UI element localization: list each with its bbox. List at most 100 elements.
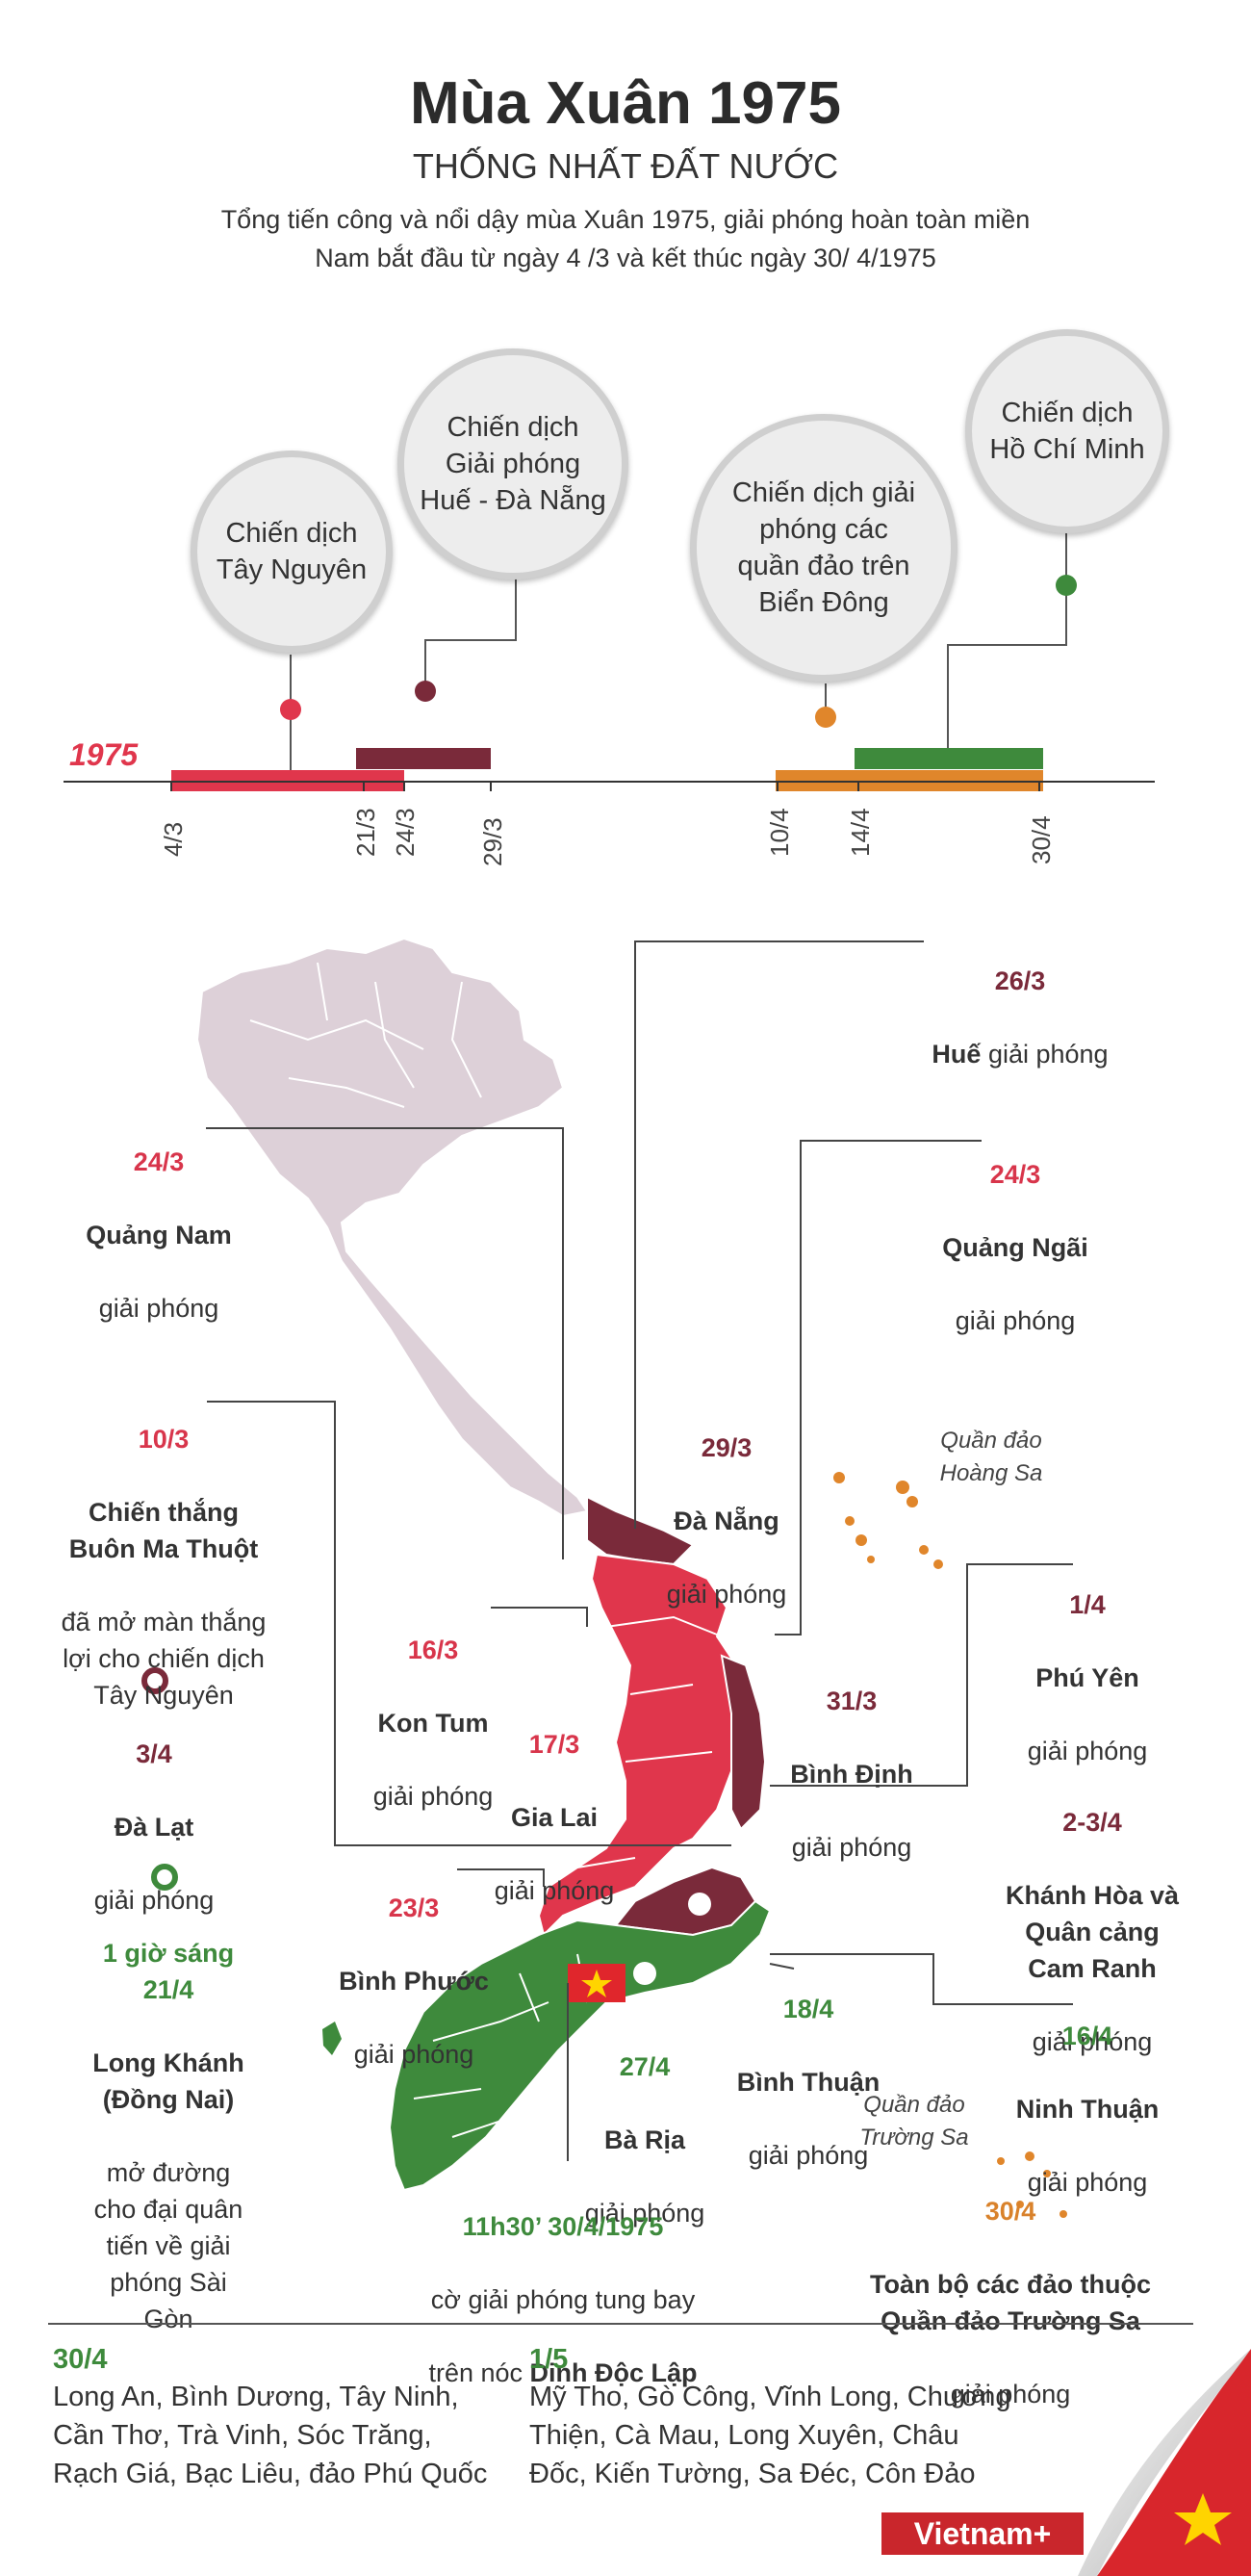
event-quang-ngai: 24/3 Quảng Ngãi giải phóng bbox=[905, 1120, 1126, 1376]
dot-ho-chi-minh bbox=[1056, 575, 1077, 596]
bubble-bien-dong: Chiến dịch giải phóng các quần đảo trên … bbox=[690, 414, 957, 682]
event-date: 11h30’ 30/4/1975 bbox=[462, 2212, 664, 2241]
event-place: Quảng Nam bbox=[86, 1221, 232, 1249]
event-date: 24/3 bbox=[133, 1147, 185, 1176]
event-binh-dinh: 31/3 Bình Định giải phóng bbox=[746, 1646, 957, 1902]
page-title: Mùa Xuân 1975 bbox=[410, 70, 841, 137]
bubble-bien-dong-label: Chiến dịch giải phóng các quần đảo trên … bbox=[731, 477, 916, 618]
event-place: Bà Rịa bbox=[603, 2125, 686, 2154]
dot-bien-dong bbox=[815, 707, 836, 728]
bottom-right-date: 1/5 bbox=[529, 2344, 569, 2375]
bottom-left-list: Long An, Bình Dương, Tây Ninh, Cần Thơ, … bbox=[53, 2382, 488, 2489]
event-hue: 26/3 Huế giải phóng bbox=[914, 926, 1126, 1109]
event-place: Bình Định bbox=[790, 1760, 913, 1789]
event-date: 26/3 bbox=[994, 966, 1046, 995]
timeline-graphic bbox=[64, 529, 1155, 791]
event-status: giải phóng bbox=[584, 2199, 705, 2228]
event-ninh-thuan: 16/4 Ninh Thuận giải phóng bbox=[991, 1981, 1184, 2237]
event-date: 2-3/4 bbox=[1062, 1808, 1122, 1837]
dot-tay-nguyen bbox=[280, 699, 301, 720]
event-date: 27/4 bbox=[619, 2052, 671, 2081]
event-place: Huế bbox=[932, 1040, 982, 1069]
map-south-green bbox=[388, 1899, 772, 2192]
event-binh-thuan: 18/4 Bình Thuận giải phóng bbox=[702, 1954, 914, 2210]
event-date: 10/3 bbox=[138, 1425, 190, 1454]
event-place: Dinh Độc Lập bbox=[529, 2358, 698, 2387]
bubble-tay-nguyen-label: Chiến dịch Tây Nguyên bbox=[216, 518, 368, 585]
hoang-sa-label: Quần đảo Hoàng Sa bbox=[939, 1428, 1043, 1486]
event-status: cờ giải phóng tung bay bbox=[430, 2285, 696, 2314]
event-date: 24/3 bbox=[989, 1160, 1041, 1189]
event-date: 29/3 bbox=[701, 1433, 753, 1462]
map-hoang-sa-islands bbox=[833, 1472, 943, 1569]
event-date: 16/3 bbox=[407, 1636, 459, 1664]
event-kon-tum: 16/3 Kon Tum giải phóng bbox=[327, 1595, 539, 1851]
bottom-divider bbox=[48, 2323, 1193, 2325]
event-binh-phuoc: 23/3 Bình Phước giải phóng bbox=[308, 1853, 520, 2109]
event-place: Long Khánh (Đồng Nai) bbox=[92, 2048, 244, 2114]
event-status: đã mở màn thắng lợi cho chiến dịch Tây N… bbox=[61, 1608, 267, 1710]
event-place: Đà Lạt bbox=[114, 1813, 194, 1842]
event-date: 16/4 bbox=[1061, 2022, 1113, 2050]
map-north-region bbox=[195, 937, 589, 1518]
event-long-khanh: 1 giờ sáng 21/4 Long Khánh (Đồng Nai) mở… bbox=[48, 1898, 289, 2374]
event-place: Gia Lai bbox=[510, 1803, 599, 1832]
event-status: giải phóng bbox=[1032, 2027, 1153, 2056]
bubble-tay-nguyen: Chiến dịch Tây Nguyên bbox=[191, 451, 393, 653]
event-place: Quảng Ngãi bbox=[942, 1233, 1088, 1262]
event-status: giải phóng bbox=[981, 1040, 1109, 1069]
event-date: 3/4 bbox=[136, 1739, 172, 1768]
event-place: Toàn bộ các đảo thuộc Quần đảo Trường Sa bbox=[869, 2270, 1152, 2335]
event-dinh-doc-lap: 11h30’ 30/4/1975 cờ giải phóng tung bay … bbox=[385, 2172, 741, 2428]
dalat-ring-icon bbox=[141, 1667, 168, 1694]
event-status: giải phóng bbox=[748, 2141, 869, 2170]
bottom-right-list: Mỹ Tho, Gò Công, Vĩnh Long, Chương Thiện… bbox=[529, 2382, 1011, 2489]
event-truong-sa: 30/4 Toàn bộ các đảo thuộc Quần đảo Trườ… bbox=[837, 2156, 1184, 2449]
event-place: Bình Phước bbox=[339, 1967, 489, 1996]
event-status: giải phóng bbox=[666, 1580, 787, 1609]
bar-ho-chi-minh bbox=[855, 748, 1043, 769]
event-buon-ma-thuot: 10/3 Chiến thắng Buôn Ma Thuột đã mở màn… bbox=[29, 1384, 298, 1750]
event-date: 1/4 bbox=[1069, 1590, 1106, 1619]
event-da-lat: 3/4 Đà Lạt giải phóng bbox=[58, 1699, 250, 1955]
event-date: 31/3 bbox=[826, 1687, 878, 1715]
bubble-ho-chi-minh: Chiến dịch Hồ Chí Minh bbox=[965, 329, 1169, 533]
event-quang-nam: 24/3 Quảng Nam giải phóng bbox=[48, 1107, 269, 1363]
event-status: giải phóng bbox=[791, 1833, 912, 1862]
event-status: giải phóng bbox=[372, 1782, 494, 1811]
vietnam-map bbox=[141, 937, 1073, 2218]
event-phu-yen: 1/4 Phú Yên giải phóng bbox=[991, 1550, 1184, 1806]
dot-hue-da-nang bbox=[415, 681, 436, 702]
event-date: 1 giờ sáng 21/4 bbox=[102, 1939, 235, 2004]
event-status: giải phóng bbox=[950, 2380, 1071, 2409]
event-place: Đà Nẵng bbox=[674, 1507, 779, 1535]
event-place: Kon Tum bbox=[377, 1709, 489, 1738]
event-date: 18/4 bbox=[782, 1995, 834, 2023]
map-truong-sa-islands bbox=[997, 2151, 1067, 2218]
event-ba-ria: 27/4 Bà Rịa giải phóng bbox=[549, 2012, 741, 2268]
dalat-marker bbox=[688, 1893, 711, 1916]
bubble-ho-chi-minh-label: Chiến dịch Hồ Chí Minh bbox=[989, 398, 1145, 465]
event-place: Chiến thắng Buôn Ma Thuột bbox=[68, 1498, 259, 1563]
event-status: giải phóng bbox=[98, 1294, 219, 1323]
event-status: giải phóng bbox=[1027, 1737, 1148, 1765]
event-place: Khánh Hòa và Quân cảng Cam Ranh bbox=[1005, 1881, 1180, 1983]
event-place: Bình Thuận bbox=[736, 2068, 881, 2097]
long-khanh-marker bbox=[633, 1962, 656, 1985]
event-gia-lai: 17/3 Gia Lai giải phóng bbox=[448, 1689, 660, 1945]
brand-logo: Vietnam+ bbox=[881, 2512, 1084, 2555]
event-status: trên nóc bbox=[428, 2358, 530, 2387]
page-curl-flag bbox=[1078, 2349, 1251, 2576]
bubble-hue-da-nang-label: Chiến dịch Giải phóng Huế - Đà Nẵng bbox=[420, 412, 606, 516]
event-status: giải phóng bbox=[494, 1876, 615, 1905]
map-central-red bbox=[537, 1553, 738, 1937]
event-place: Phú Yên bbox=[1035, 1663, 1139, 1692]
long-khanh-ring-icon bbox=[151, 1864, 178, 1891]
timeline-year: 1975 bbox=[69, 737, 139, 772]
truong-sa-label: Quần đảo Trường Sa bbox=[859, 2092, 969, 2151]
page-subtitle: THỐNG NHẤT ĐẤT NƯỚC bbox=[412, 146, 839, 186]
intro-text: Tổng tiến công và nổi dậy mùa Xuân 1975,… bbox=[220, 205, 1031, 272]
event-status: giải phóng bbox=[1027, 2168, 1148, 2197]
event-date: 30/4 bbox=[984, 2197, 1036, 2226]
bubble-hue-da-nang: Chiến dịch Giải phóng Huế - Đà Nẵng bbox=[397, 348, 628, 580]
